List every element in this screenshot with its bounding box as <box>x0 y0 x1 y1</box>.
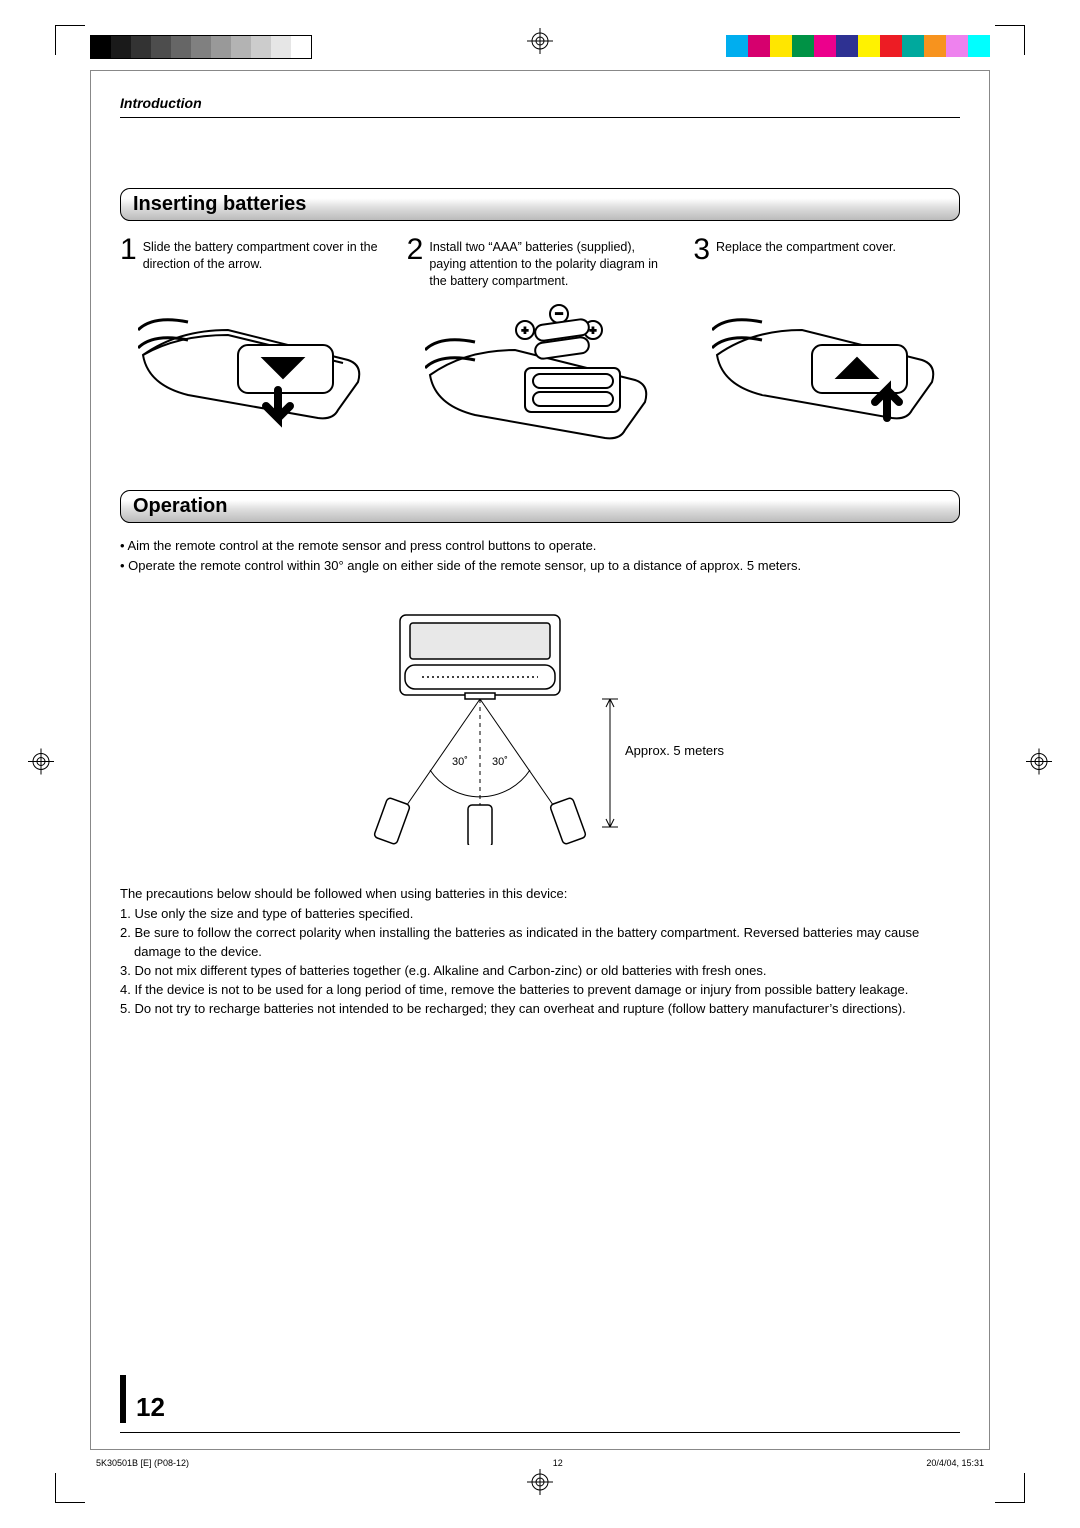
page-content: Introduction Inserting batteries 1 Slide… <box>120 95 960 1019</box>
step-2-illustration: + + − <box>407 300 674 450</box>
step-3-illustration <box>693 300 960 450</box>
battery-precautions: The precautions below should be followed… <box>120 885 960 1018</box>
step-2: 2 Install two “AAA” batteries (supplied)… <box>407 235 674 290</box>
angle-left-label: 30˚ <box>452 756 468 768</box>
svg-text:+: + <box>522 325 528 337</box>
footer-sheet-num: 12 <box>553 1458 563 1468</box>
crop-mark-br <box>995 1473 1025 1503</box>
step-2-text: Install two “AAA” batteries (supplied), … <box>429 235 673 290</box>
registration-mark-left <box>28 749 54 780</box>
operation-bullets: • Aim the remote control at the remote s… <box>120 537 960 575</box>
crop-mark-tr <box>995 25 1025 55</box>
distance-label: Approx. 5 meters <box>625 743 724 758</box>
svg-text:+: + <box>590 325 596 337</box>
step-2-number: 2 <box>407 235 424 290</box>
registration-mark-bottom <box>527 1469 553 1500</box>
registration-mark-top <box>527 28 553 59</box>
page-number: 12 <box>120 1375 165 1423</box>
step-1: 1 Slide the battery compartment cover in… <box>120 235 387 290</box>
step-3: 3 Replace the compartment cover. <box>693 235 960 290</box>
precaution-5: 5. Do not try to recharge batteries not … <box>134 1000 960 1018</box>
crop-mark-bl <box>55 1473 85 1503</box>
registration-mark-right <box>1026 749 1052 780</box>
operation-bullet-2: • Operate the remote control within 30° … <box>120 557 960 575</box>
banner-operation: Operation <box>120 490 960 523</box>
header-rule <box>120 117 960 118</box>
precaution-3: 3. Do not mix different types of batteri… <box>134 962 960 980</box>
step-1-text: Slide the battery compartment cover in t… <box>143 235 387 290</box>
page-number-bar <box>120 1375 126 1423</box>
precautions-list: 1. Use only the size and type of batteri… <box>120 905 960 1018</box>
steps-row: 1 Slide the battery compartment cover in… <box>120 235 960 290</box>
crop-mark-tl <box>55 25 85 55</box>
grayscale-calibration-bar <box>90 35 312 59</box>
svg-text:−: − <box>555 306 563 321</box>
precautions-intro: The precautions below should be followed… <box>120 885 960 903</box>
section-label: Introduction <box>120 95 960 111</box>
precaution-1: 1. Use only the size and type of batteri… <box>134 905 960 923</box>
step-1-number: 1 <box>120 235 137 290</box>
operation-bullet-1: • Aim the remote control at the remote s… <box>120 537 960 555</box>
angle-right-label: 30˚ <box>492 756 508 768</box>
page-number-value: 12 <box>136 1392 165 1423</box>
banner-inserting-batteries: Inserting batteries <box>120 188 960 221</box>
precaution-2: 2. Be sure to follow the correct polarit… <box>134 924 960 960</box>
step-illustrations: + + − <box>120 300 960 450</box>
operation-diagram: 30˚ 30˚ Approx. 5 meters <box>120 605 960 845</box>
footer-doc-ref: 5K30501B [E] (P08-12) <box>96 1458 189 1468</box>
footer-datetime: 20/4/04, 15:31 <box>926 1458 984 1468</box>
precaution-4: 4. If the device is not to be used for a… <box>134 981 960 999</box>
color-calibration-bar <box>726 35 990 57</box>
step-3-text: Replace the compartment cover. <box>716 235 896 290</box>
step-1-illustration <box>120 300 387 450</box>
footer-metadata: 5K30501B [E] (P08-12) 12 20/4/04, 15:31 <box>90 1458 990 1468</box>
step-3-number: 3 <box>693 235 710 290</box>
footer-rule <box>120 1432 960 1433</box>
